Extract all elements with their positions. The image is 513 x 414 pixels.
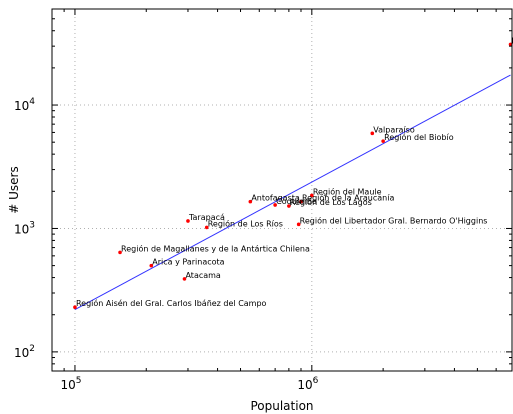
x-tick-label: 106 — [297, 376, 318, 392]
point-label: Valparaíso — [373, 125, 415, 134]
plot-frame — [51, 8, 513, 372]
data-point — [149, 263, 154, 268]
x-tick-labels: 105106107 — [60, 376, 318, 392]
point-label: Región de la Araucanía — [302, 193, 394, 203]
y-tick-label: 104 — [14, 97, 35, 113]
point-label: Región del Libertador Gral. Bernardo O'H… — [300, 215, 488, 225]
y-axis-label: # Users — [7, 166, 21, 213]
point-label: Coquimbo — [276, 197, 317, 206]
data-point — [118, 250, 122, 255]
y-tick-label: 103 — [14, 220, 35, 236]
data-point — [204, 225, 209, 230]
data-point — [370, 131, 375, 136]
x-axis-label: Population — [250, 399, 313, 413]
point-label: Tarapacá — [188, 213, 225, 222]
point-labels: Región Metropolitana de SantiagoValparaí… — [76, 35, 513, 308]
point-label: Región Aisén del Gral. Carlos Ibáñez del… — [76, 298, 267, 308]
data-points — [73, 42, 513, 310]
x-tick-exponent: 6 — [313, 376, 319, 386]
data-point — [287, 204, 291, 208]
data-point — [381, 139, 385, 143]
point-label: Región del Maule — [313, 186, 382, 196]
data-point — [508, 42, 513, 47]
point-label: Región del Biobío — [384, 132, 454, 142]
x-tick-exponent: 5 — [76, 376, 82, 386]
y-tick-label: 102 — [14, 344, 35, 360]
data-point — [273, 203, 277, 207]
ticks — [52, 9, 512, 371]
data-point — [299, 199, 303, 204]
point-label: Región de Los Lagos — [290, 197, 372, 207]
point-label: Antofagasta — [251, 194, 300, 203]
y-tick-exponent: 4 — [29, 97, 35, 107]
x-tick-label: 105 — [60, 376, 81, 392]
fit-line — [74, 74, 511, 311]
data-point — [248, 199, 253, 204]
data-point — [296, 222, 301, 227]
data-point — [182, 277, 187, 281]
grid — [52, 9, 512, 371]
data-point — [186, 219, 190, 223]
point-label: Arica y Parinacota — [152, 258, 224, 267]
y-tick-exponent: 3 — [29, 220, 35, 230]
y-tick-labels: 102 103 104 — [14, 97, 35, 360]
data-point — [73, 305, 77, 310]
y-tick-exponent: 2 — [29, 344, 35, 354]
point-label: Región de Los Ríos — [208, 218, 283, 228]
data-point — [310, 193, 314, 198]
point-label: Región de Magallanes y de la Antártica C… — [121, 243, 310, 253]
point-label: Atacama — [185, 271, 220, 280]
